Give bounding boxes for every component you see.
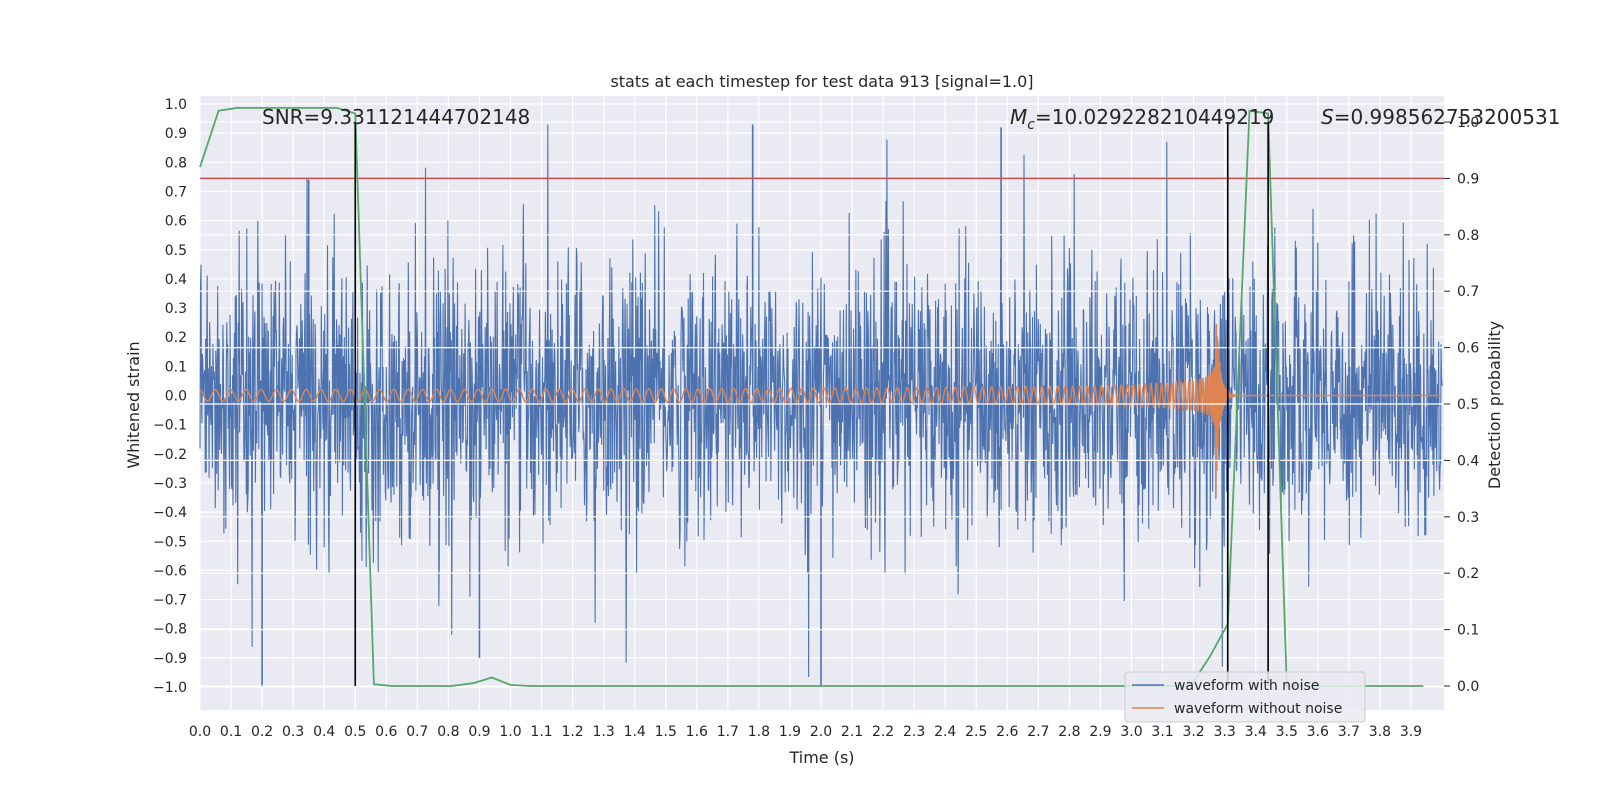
x-tick-label: 0.6 (375, 724, 397, 740)
x-tick-label: 2.7 (1027, 724, 1049, 740)
x-tick-label: 3.4 (1245, 724, 1267, 740)
y-axis-label: Whitened strain (124, 341, 143, 468)
x-tick-label: 3.0 (1120, 724, 1142, 740)
y-tick-label: 0.7 (165, 184, 187, 200)
y-tick-label: 0.4 (165, 272, 187, 288)
chirp-mass-annotation: Mc=10.029228210449219 (1010, 105, 1274, 133)
x-tick-label: 3.3 (1214, 724, 1236, 740)
mc-symbol: M (1010, 105, 1027, 129)
x-tick-label: 0.9 (468, 724, 490, 740)
x-tick-label: 1.2 (561, 724, 583, 740)
y-tick-label: 0.6 (165, 214, 187, 230)
snr-annotation: SNR=9.331121444702148 (262, 105, 530, 129)
x-tick-label: 0.8 (437, 724, 459, 740)
x-tick-label: 3.6 (1307, 724, 1329, 740)
x-tick-label: 2.4 (934, 724, 956, 740)
x-tick-label: 3.1 (1151, 724, 1173, 740)
x-tick-label: 1.9 (779, 724, 801, 740)
x-tick-label: 2.0 (810, 724, 832, 740)
x-tick-label: 2.5 (965, 724, 987, 740)
mc-value: =10.029228210449219 (1035, 105, 1274, 129)
y-tick-label: −0.5 (153, 534, 187, 550)
y-tick-label: −0.7 (153, 593, 187, 609)
y2-tick-label: 0.7 (1457, 284, 1479, 300)
y-tick-label: 0.1 (165, 359, 187, 375)
y2-tick-label: 0.5 (1457, 397, 1479, 413)
x-tick-label: 0.2 (251, 724, 273, 740)
legend-label-clean: waveform without noise (1174, 701, 1342, 717)
legend-label-noise: waveform with noise (1174, 678, 1319, 694)
y-tick-label: 0.9 (165, 126, 187, 142)
y-tick-label: −1.0 (153, 680, 187, 696)
y-tick-label: −0.2 (153, 447, 187, 463)
chart-title: stats at each timestep for test data 913… (610, 72, 1033, 91)
x-tick-label: 3.2 (1182, 724, 1204, 740)
x-tick-label: 0.5 (344, 724, 366, 740)
x-tick-label: 2.2 (872, 724, 894, 740)
x-tick-label: 0.4 (313, 724, 335, 740)
y2-tick-label: 1.0 (1457, 115, 1479, 131)
y2-axis-ticks: 1.0 0.9 0.8 0.7 0.6 0.5 0.4 0.3 0.2 0.1 0.0 (1444, 115, 1479, 695)
y-tick-label: 0.3 (165, 301, 187, 317)
y-axis-ticks: 1.0 0.9 0.8 0.7 0.6 0.5 0.4 0.3 0.2 0.1 0.0 −0.1 −0.… (153, 97, 187, 696)
x-tick-label: 2.6 (996, 724, 1018, 740)
x-tick-label: 0.3 (282, 724, 304, 740)
y-tick-label: 0.2 (165, 330, 187, 346)
x-tick-label: 1.8 (748, 724, 770, 740)
x-tick-label: 1.6 (686, 724, 708, 740)
x-tick-label: 1.7 (717, 724, 739, 740)
x-tick-label: 1.3 (593, 724, 615, 740)
x-tick-label: 1.0 (499, 724, 521, 740)
y-tick-label: −0.6 (153, 563, 187, 579)
y2-tick-label: 0.4 (1457, 453, 1479, 469)
s-annotation: S=0.998562753200531 (1321, 105, 1560, 129)
x-tick-label: 0.7 (406, 724, 428, 740)
y-tick-label: −0.4 (153, 505, 187, 521)
y2-tick-label: 0.1 (1457, 623, 1479, 639)
mc-subscript: c (1027, 117, 1035, 133)
y-tick-label: 0.5 (165, 243, 187, 259)
y2-tick-label: 0.8 (1457, 228, 1479, 244)
x-tick-label: 1.4 (624, 724, 646, 740)
x-tick-label: 3.7 (1338, 724, 1360, 740)
y2-axis-label: Detection probability (1485, 321, 1504, 489)
x-tick-label: 0.0 (189, 724, 211, 740)
y-tick-label: −0.1 (153, 418, 187, 434)
x-tick-label: 2.9 (1089, 724, 1111, 740)
series-waveform-with-noise (199, 124, 1443, 687)
x-tick-label: 3.8 (1369, 724, 1391, 740)
y-tick-label: 0.0 (165, 389, 187, 405)
series-waveform-without-noise (199, 323, 1442, 500)
x-tick-label: 2.1 (841, 724, 863, 740)
y-tick-label: −0.3 (153, 476, 187, 492)
y2-tick-label: 0.0 (1457, 679, 1479, 695)
legend-box (1124, 671, 1366, 723)
noise-trace (199, 124, 1443, 678)
x-tick-label: 1.1 (530, 724, 552, 740)
y2-tick-label: 0.3 (1457, 510, 1479, 526)
y2-tick-label: 0.6 (1457, 341, 1479, 357)
s-symbol: S (1321, 105, 1334, 129)
y2-tick-label: 0.2 (1457, 566, 1479, 582)
x-tick-label: 0.1 (220, 724, 242, 740)
y-tick-label: 1.0 (165, 97, 187, 113)
y2-tick-label: 0.9 (1457, 171, 1479, 187)
x-tick-label: 2.3 (903, 724, 925, 740)
x-tick-label: 3.5 (1276, 724, 1298, 740)
legend: waveform with noise waveform without noi… (1124, 671, 1366, 723)
s-value: =0.998562753200531 (1334, 105, 1561, 129)
vertical-markers (354, 122, 1269, 686)
y-tick-label: −0.9 (153, 651, 187, 667)
x-tick-label: 2.8 (1058, 724, 1080, 740)
x-axis-label: Time (s) (788, 748, 854, 767)
x-axis-ticks: 0.0 0.1 0.2 0.3 0.4 0.5 0.6 0.7 0.8 0.9 1.0 1.1 1.2 1… (189, 724, 1422, 740)
y-tick-label: −0.8 (153, 622, 187, 638)
x-tick-label: 1.5 (655, 724, 677, 740)
clean-trace (199, 323, 1442, 500)
y-tick-label: 0.8 (165, 155, 187, 171)
x-tick-label: 3.9 (1400, 724, 1422, 740)
